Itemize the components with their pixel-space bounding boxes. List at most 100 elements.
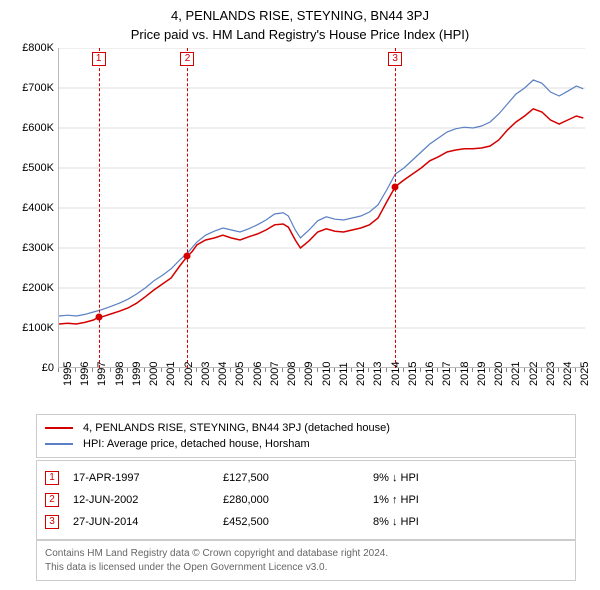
sales-row-date: 27-JUN-2014: [73, 516, 223, 528]
chart-area: £0£100K£200K£300K£400K£500K£600K£700K£80…: [10, 48, 590, 408]
sales-table: 117-APR-1997£127,5009% ↓ HPI212-JUN-2002…: [36, 460, 576, 540]
x-tick-mark: [334, 368, 335, 372]
sales-row-date: 12-JUN-2002: [73, 494, 223, 506]
x-tick-label: 2012: [355, 362, 367, 386]
x-tick-label: 2007: [269, 362, 281, 386]
x-tick-mark: [179, 368, 180, 372]
x-tick-label: 2001: [165, 362, 177, 386]
legend-row-hpi: HPI: Average price, detached house, Hors…: [45, 436, 567, 452]
x-tick-mark: [317, 368, 318, 372]
x-tick-mark: [282, 368, 283, 372]
x-tick-label: 1998: [114, 362, 126, 386]
sales-row-delta: 9% ↓ HPI: [373, 472, 567, 484]
x-tick-mark: [127, 368, 128, 372]
sale-vline: [395, 48, 396, 368]
x-tick-mark: [386, 368, 387, 372]
x-tick-label: 2023: [545, 362, 557, 386]
sale-marker-box: 3: [388, 52, 402, 66]
y-tick-label: £0: [10, 362, 54, 374]
x-tick-label: 2019: [476, 362, 488, 386]
x-tick-mark: [144, 368, 145, 372]
x-tick-label: 2025: [579, 362, 591, 386]
x-tick-label: 2021: [510, 362, 522, 386]
x-tick-label: 2015: [407, 362, 419, 386]
sales-row-marker: 3: [45, 515, 59, 529]
sales-row: 3 27-JUN-2014£452,5008% ↓ HPI: [45, 511, 567, 533]
x-tick-mark: [230, 368, 231, 372]
sales-row-marker: 2: [45, 493, 59, 507]
sales-row-price: £452,500: [223, 516, 373, 528]
sales-row-price: £127,500: [223, 472, 373, 484]
x-tick-mark: [437, 368, 438, 372]
sales-row-delta: 1% ↑ HPI: [373, 494, 567, 506]
x-tick-mark: [351, 368, 352, 372]
x-tick-label: 2004: [217, 362, 229, 386]
sale-marker-box: 2: [180, 52, 194, 66]
x-tick-label: 1999: [131, 362, 143, 386]
x-tick-label: 2014: [390, 362, 402, 386]
sales-row-delta: 8% ↓ HPI: [373, 516, 567, 528]
x-tick-mark: [75, 368, 76, 372]
sales-row: 2 12-JUN-2002£280,0001% ↑ HPI: [45, 489, 567, 511]
x-tick-label: 2011: [338, 362, 350, 386]
x-tick-mark: [368, 368, 369, 372]
sale-dot: [392, 184, 399, 191]
sale-vline: [187, 48, 188, 368]
attribution-box: Contains HM Land Registry data © Crown c…: [36, 540, 576, 581]
x-tick-label: 2005: [234, 362, 246, 386]
x-tick-mark: [161, 368, 162, 372]
y-tick-label: £800K: [10, 42, 54, 54]
x-tick-label: 2010: [321, 362, 333, 386]
y-tick-label: £200K: [10, 282, 54, 294]
x-tick-label: 1996: [79, 362, 91, 386]
y-tick-label: £700K: [10, 82, 54, 94]
x-tick-mark: [110, 368, 111, 372]
y-tick-label: £500K: [10, 162, 54, 174]
attribution-line2: This data is licensed under the Open Gov…: [45, 561, 567, 575]
x-tick-mark: [58, 368, 59, 372]
x-tick-label: 2000: [148, 362, 160, 386]
sale-marker-box: 1: [92, 52, 106, 66]
title-address: 4, PENLANDS RISE, STEYNING, BN44 3PJ: [0, 0, 600, 23]
x-tick-mark: [472, 368, 473, 372]
sales-row-marker: 1: [45, 471, 59, 485]
x-tick-mark: [403, 368, 404, 372]
legend-swatch-hpi: [45, 443, 73, 445]
x-tick-mark: [506, 368, 507, 372]
x-tick-label: 2022: [528, 362, 540, 386]
x-tick-mark: [265, 368, 266, 372]
x-tick-label: 2017: [441, 362, 453, 386]
x-tick-label: 2002: [183, 362, 195, 386]
x-tick-mark: [196, 368, 197, 372]
y-tick-label: £300K: [10, 242, 54, 254]
x-tick-label: 2006: [252, 362, 264, 386]
x-tick-mark: [575, 368, 576, 372]
x-tick-mark: [213, 368, 214, 372]
sales-row-price: £280,000: [223, 494, 373, 506]
legend-label-subject: 4, PENLANDS RISE, STEYNING, BN44 3PJ (de…: [83, 422, 390, 434]
y-tick-label: £100K: [10, 322, 54, 334]
y-tick-label: £600K: [10, 122, 54, 134]
sale-dot: [95, 314, 102, 321]
x-tick-mark: [248, 368, 249, 372]
x-tick-mark: [489, 368, 490, 372]
x-tick-mark: [455, 368, 456, 372]
sale-dot: [184, 253, 191, 260]
x-tick-label: 2016: [424, 362, 436, 386]
title-subtitle: Price paid vs. HM Land Registry's House …: [0, 23, 600, 48]
legend: 4, PENLANDS RISE, STEYNING, BN44 3PJ (de…: [36, 414, 576, 458]
x-axis: 1995199619971998199920002001200220032004…: [58, 368, 584, 408]
legend-label-hpi: HPI: Average price, detached house, Hors…: [83, 438, 310, 450]
x-tick-mark: [541, 368, 542, 372]
x-tick-label: 2024: [562, 362, 574, 386]
x-tick-label: 2008: [286, 362, 298, 386]
plot-svg: [59, 48, 585, 368]
x-tick-mark: [299, 368, 300, 372]
x-tick-label: 2020: [493, 362, 505, 386]
y-axis: £0£100K£200K£300K£400K£500K£600K£700K£80…: [10, 48, 58, 368]
x-tick-label: 2013: [372, 362, 384, 386]
x-tick-label: 2009: [303, 362, 315, 386]
x-tick-label: 2018: [459, 362, 471, 386]
legend-swatch-subject: [45, 427, 73, 429]
x-tick-mark: [420, 368, 421, 372]
